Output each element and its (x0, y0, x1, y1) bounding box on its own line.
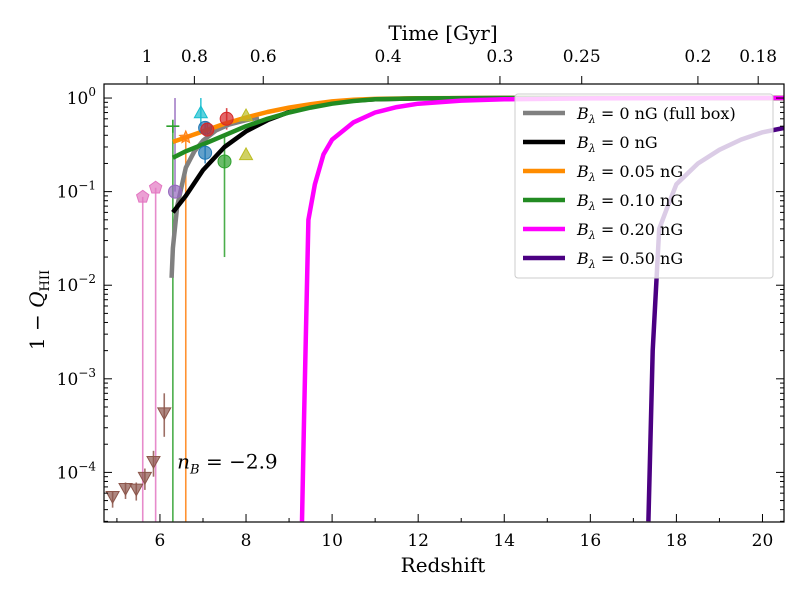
observation-point (135, 189, 150, 203)
top-tick-label: 0.8 (181, 47, 208, 67)
annotation: nB = −2.9 (177, 450, 278, 478)
x-tick-label: 10 (321, 531, 343, 551)
axis-ticks: 6 8 10 12 14 16 18 20 100 10−1 10−2 10−3 10−4 1 0.8 0.6… (57, 47, 784, 551)
x-axis-label: Redshift (401, 553, 486, 577)
observation-point (156, 407, 172, 421)
observation-point (193, 105, 209, 119)
x-tick-label: 18 (666, 531, 688, 551)
top-tick-label: 0.3 (486, 47, 513, 67)
top-tick-label: 1 (142, 47, 153, 67)
x-tick-label: 12 (407, 531, 429, 551)
series-line-4 (299, 95, 784, 522)
x-tick-label: 8 (241, 531, 252, 551)
annotation-text: nB = −2.9 (177, 450, 278, 478)
observation-point (217, 154, 232, 169)
observation-point (148, 180, 163, 194)
legend-entry: Bλ = 0.50 nG (576, 249, 683, 271)
legend-box (514, 93, 774, 279)
observation-point (198, 145, 213, 160)
x-tick-label: 16 (580, 531, 602, 551)
observation-point (200, 122, 215, 137)
y-tick-label: 100 (67, 85, 96, 109)
observation-point (166, 119, 180, 133)
observation-point (238, 146, 254, 161)
top-tick-label: 0.25 (563, 47, 601, 67)
legend-entry: Bλ = 0.05 nG (576, 162, 683, 184)
x-tick-label: 14 (493, 531, 515, 551)
observation-point (137, 471, 153, 486)
plot-frame (103, 83, 785, 523)
y-tick-label: 10−3 (57, 366, 96, 390)
top-tick-label: 0.4 (375, 47, 402, 67)
y-tick-label: 10−1 (57, 179, 96, 203)
observation-point (178, 129, 194, 144)
top-axis-label: Time [Gyr] (388, 21, 497, 45)
series-line-3 (171, 95, 784, 160)
observation-point (118, 482, 133, 497)
observation-point (219, 111, 234, 126)
legend-entry: Bλ = 0.10 nG (576, 191, 683, 213)
observation-point (168, 184, 183, 199)
y-tick-label: 10−2 (57, 272, 96, 296)
observation-point (105, 490, 120, 505)
top-tick-label: 0.18 (739, 47, 777, 67)
legend-entry: Bλ = 0.20 nG (576, 220, 683, 242)
legend: Bλ = 0 nG (full box) Bλ = 0 nG Bλ = 0.05 n… (514, 93, 774, 279)
observation-point (146, 456, 161, 470)
observation-point (128, 483, 144, 497)
observation-point (238, 108, 254, 122)
top-tick-label: 0.6 (250, 47, 277, 67)
x-tick-label: 20 (752, 531, 774, 551)
top-tick-label: 0.2 (684, 47, 711, 67)
y-tick-label: 10−4 (57, 459, 97, 483)
x-tick-label: 6 (155, 531, 166, 551)
legend-entry: Bλ = 0 nG (full box) (576, 104, 736, 126)
legend-entry: Bλ = 0 nG (576, 133, 658, 155)
